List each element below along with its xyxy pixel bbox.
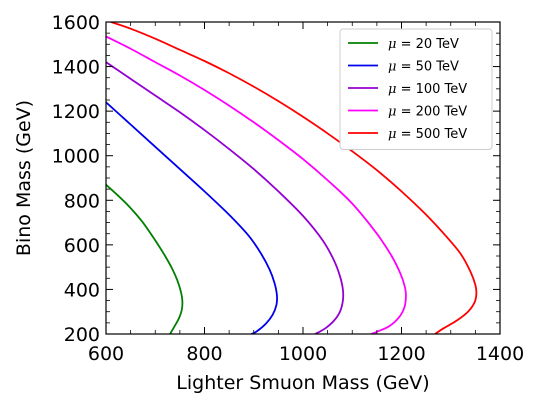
- y-axis-label: Bino Mass (GeV): [13, 100, 35, 256]
- legend-mu-symbol: μ: [388, 60, 396, 75]
- x-tick-label: 1000: [279, 343, 327, 365]
- y-tick-label: 1600: [52, 12, 100, 34]
- legend-mu-symbol: μ: [388, 105, 396, 120]
- legend-entry-4: μ = 500 TeV: [388, 127, 467, 142]
- series-line-3: [106, 35, 407, 334]
- x-tick-label: 1200: [377, 343, 425, 365]
- legend-mu-symbol: μ: [388, 37, 396, 52]
- x-tick-label: 1400: [476, 343, 524, 365]
- legend-value: = 100 TeV: [396, 82, 467, 97]
- legend-entry-2: μ = 100 TeV: [388, 82, 467, 97]
- series-line-4: [110, 22, 478, 334]
- y-tick-label: 400: [64, 279, 100, 301]
- legend-mu-symbol: μ: [388, 82, 396, 97]
- legend-mu-symbol: μ: [388, 127, 396, 142]
- legend-value: = 500 TeV: [396, 127, 467, 142]
- legend-entry-3: μ = 200 TeV: [388, 105, 467, 120]
- legend-entry-0: μ = 20 TeV: [388, 37, 459, 52]
- series-line-2: [106, 61, 345, 334]
- legend-value: = 50 TeV: [396, 60, 459, 75]
- y-tick-label: 600: [64, 235, 100, 257]
- legend-value: = 20 TeV: [396, 37, 459, 52]
- legend-entry-1: μ = 50 TeV: [388, 60, 459, 75]
- series-line-1: [106, 101, 278, 334]
- y-tick-label: 1200: [52, 101, 100, 123]
- plot-frame: [105, 21, 501, 335]
- y-tick-label: 1000: [52, 146, 100, 168]
- x-tick-label: 600: [88, 343, 124, 365]
- x-axis-label: Lighter Smuon Mass (GeV): [176, 372, 429, 394]
- axis-ticks: 600 800 1000 1200 1400 200 400 600 800 1000 1200 14…: [52, 12, 525, 365]
- y-tick-label: 800: [64, 190, 100, 212]
- y-tick-label: 200: [64, 324, 100, 346]
- series-line-0: [106, 184, 184, 334]
- plot-area: [106, 22, 478, 334]
- y-tick-label: 1400: [52, 57, 100, 79]
- legend-box: [339, 28, 493, 150]
- legend-value: = 200 TeV: [396, 105, 467, 120]
- x-tick-label: 800: [186, 343, 222, 365]
